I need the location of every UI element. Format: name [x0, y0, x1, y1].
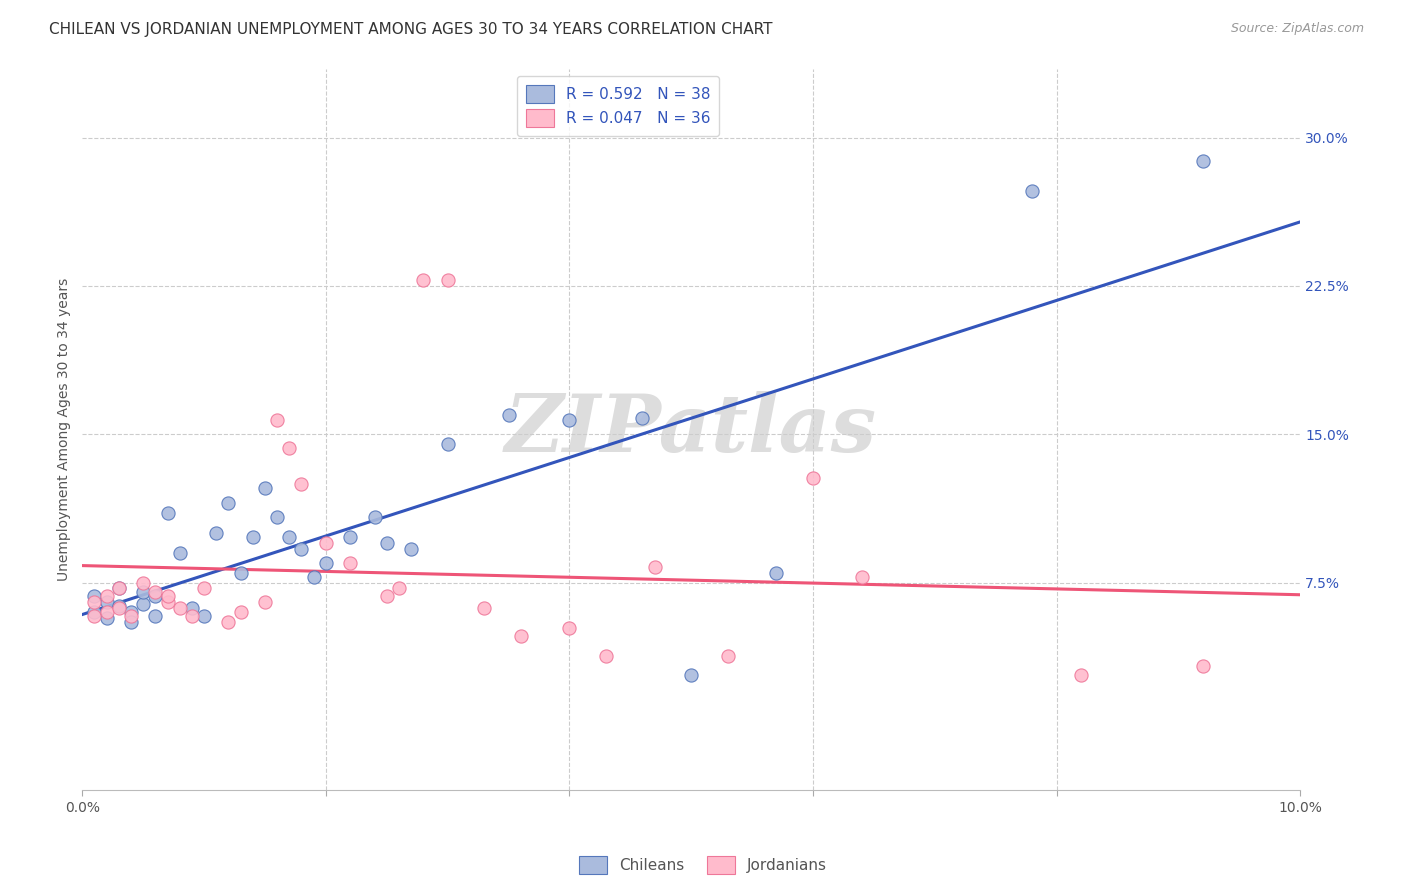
Point [399, 541, 422, 556]
Legend: R = 0.592   N = 38, R = 0.047   N = 36: R = 0.592 N = 38, R = 0.047 N = 36 [517, 76, 720, 136]
Point [143, 590, 166, 604]
Point [509, 629, 531, 643]
Point [143, 609, 166, 624]
Point [681, 668, 703, 682]
Text: Source: ZipAtlas.com: Source: ZipAtlas.com [1230, 22, 1364, 36]
Point [315, 536, 337, 550]
Point [120, 609, 142, 624]
Point [96, 595, 118, 609]
Point [302, 569, 325, 583]
Point [96, 590, 118, 604]
Point [83, 605, 105, 619]
Point [180, 609, 202, 624]
Point [278, 530, 301, 544]
Point [193, 609, 215, 624]
Point [436, 273, 458, 287]
Point [205, 526, 228, 541]
Point [717, 648, 740, 663]
Point [290, 476, 312, 491]
Point [156, 507, 179, 521]
Point [242, 530, 264, 544]
Point [266, 510, 288, 524]
Point [120, 605, 142, 619]
Point [217, 615, 239, 629]
Point [229, 566, 252, 580]
Point [83, 595, 105, 609]
Legend: Chileans, Jordanians: Chileans, Jordanians [574, 850, 832, 880]
Point [631, 411, 654, 425]
Point [644, 559, 666, 574]
Point [339, 556, 361, 570]
Point [83, 590, 105, 604]
Text: CHILEAN VS JORDANIAN UNEMPLOYMENT AMONG AGES 30 TO 34 YEARS CORRELATION CHART: CHILEAN VS JORDANIAN UNEMPLOYMENT AMONG … [49, 22, 773, 37]
Point [169, 546, 191, 560]
Point [315, 556, 337, 570]
Point [169, 601, 191, 615]
Point [108, 582, 131, 596]
Point [1070, 668, 1092, 682]
Point [290, 541, 312, 556]
Point [278, 441, 301, 455]
Point [558, 621, 581, 635]
Point [498, 408, 520, 422]
Point [436, 437, 458, 451]
Point [412, 273, 434, 287]
Point [801, 471, 824, 485]
Y-axis label: Unemployment Among Ages 30 to 34 years: Unemployment Among Ages 30 to 34 years [58, 277, 72, 581]
Point [96, 611, 118, 625]
Point [339, 530, 361, 544]
Point [253, 481, 276, 495]
Point [1191, 154, 1213, 169]
Point [143, 585, 166, 599]
Point [558, 413, 581, 427]
Point [1021, 184, 1043, 198]
Point [1191, 658, 1213, 673]
Point [253, 595, 276, 609]
Point [156, 590, 179, 604]
Point [108, 582, 131, 596]
Point [108, 599, 131, 614]
Point [375, 590, 398, 604]
Point [472, 601, 495, 615]
Point [156, 595, 179, 609]
Point [595, 648, 617, 663]
Point [229, 605, 252, 619]
Point [851, 569, 873, 583]
Point [180, 601, 202, 615]
Point [266, 413, 288, 427]
Point [363, 510, 385, 524]
Point [132, 575, 155, 590]
Point [193, 582, 215, 596]
Text: ZIPatlas: ZIPatlas [505, 391, 877, 468]
Point [132, 585, 155, 599]
Point [120, 615, 142, 629]
Point [765, 566, 787, 580]
Point [132, 597, 155, 611]
Point [108, 601, 131, 615]
Point [375, 536, 398, 550]
Point [83, 609, 105, 624]
Point [96, 605, 118, 619]
Point [217, 496, 239, 510]
Point [388, 582, 411, 596]
